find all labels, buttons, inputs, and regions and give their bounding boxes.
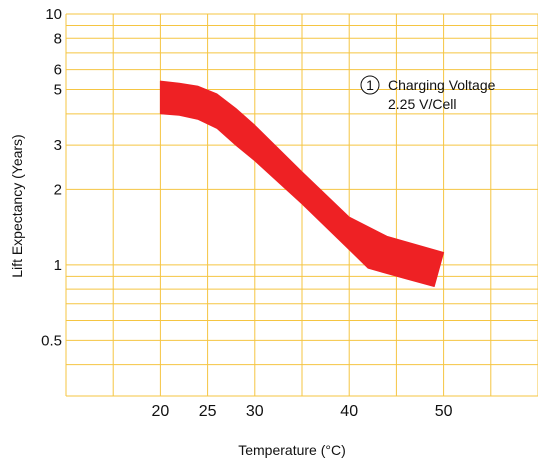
y-axis-label: Lift Expectancy (Years) (9, 134, 25, 277)
y-tick-label: 1 (54, 257, 62, 274)
annotation: 1 Charging Voltage 2.25 V/Cell (360, 75, 496, 112)
annotation-line-1: Charging Voltage (388, 77, 496, 93)
y-tick-label: 0.5 (41, 332, 62, 349)
life-expectancy-band-area (159, 80, 445, 287)
axis-ticks: 0.5 1 2 3 5 6 8 10 20 25 30 40 50 (41, 6, 452, 420)
y-tick-label: 3 (54, 137, 62, 154)
x-tick-label: 20 (152, 403, 170, 420)
y-tick-label: 2 (54, 181, 62, 198)
x-tick-label: 30 (246, 403, 264, 420)
x-tick-label: 50 (435, 403, 453, 420)
x-axis-label: Temperature (°C) (238, 442, 346, 458)
life-expectancy-band (159, 80, 445, 287)
y-tick-label: 8 (54, 30, 62, 47)
annotation-marker-circle (360, 75, 380, 95)
grid (65, 13, 538, 397)
y-tick-label: 6 (54, 62, 62, 79)
x-tick-label: 40 (340, 403, 358, 420)
x-tick-label: 25 (199, 403, 217, 420)
y-tick-label: 10 (45, 6, 62, 23)
annotation-marker-number: 1 (366, 77, 374, 93)
annotation-line-2: 2.25 V/Cell (388, 96, 456, 112)
y-tick-label: 5 (54, 82, 62, 99)
